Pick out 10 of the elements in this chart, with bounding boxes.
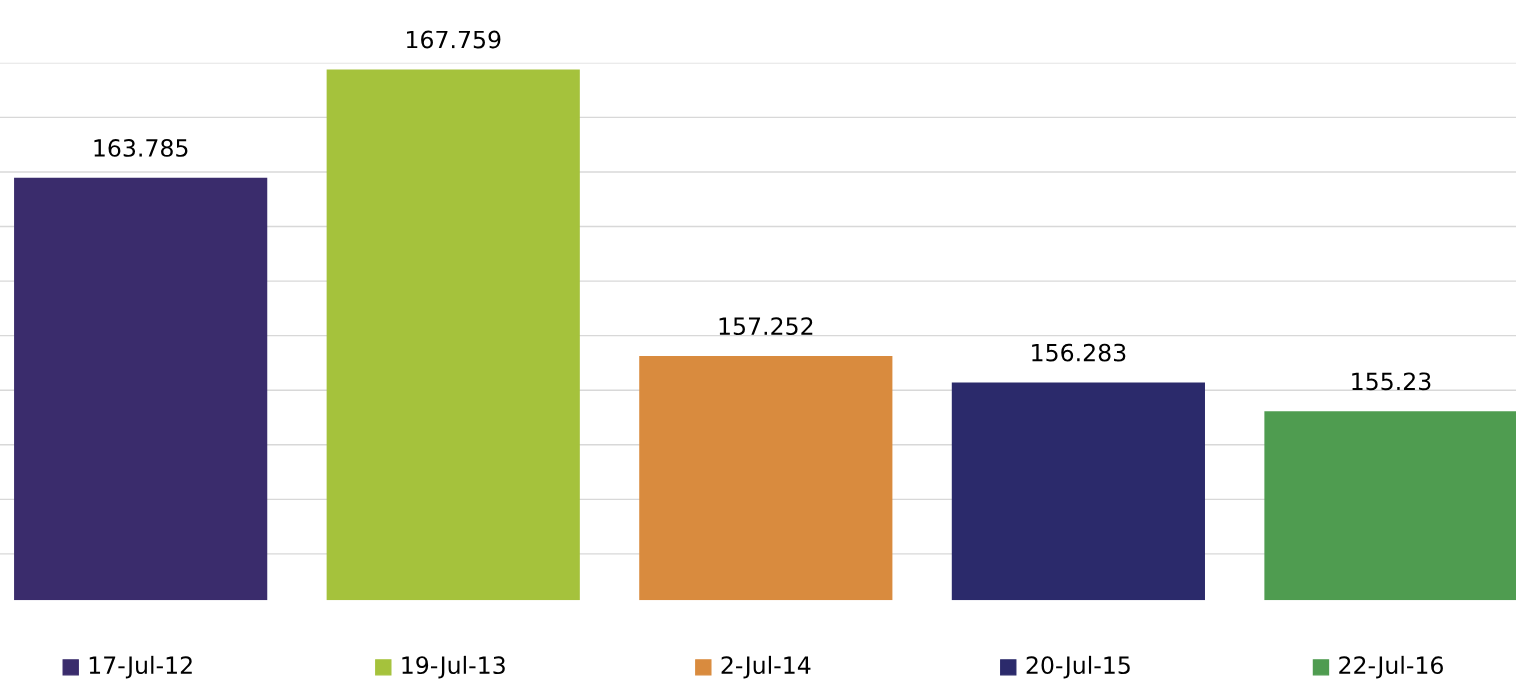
x-tick-label: 17-Jul-12 (89, 655, 192, 679)
data-label: 163.785 (94, 139, 188, 157)
data-label: 156.283 (1032, 343, 1126, 362)
data-label: 157.252 (719, 317, 813, 336)
x-tick-label: 20-Jul-15 (1026, 655, 1130, 679)
x-tick-label: 19-Jul-13 (402, 655, 505, 679)
data-label: 155.23 (1352, 372, 1431, 391)
x-tick-label: 22-Jul-16 (1339, 655, 1443, 679)
data-label: 167.759 (407, 30, 501, 49)
x-tick-label: 2-Jul-14 (721, 655, 811, 679)
